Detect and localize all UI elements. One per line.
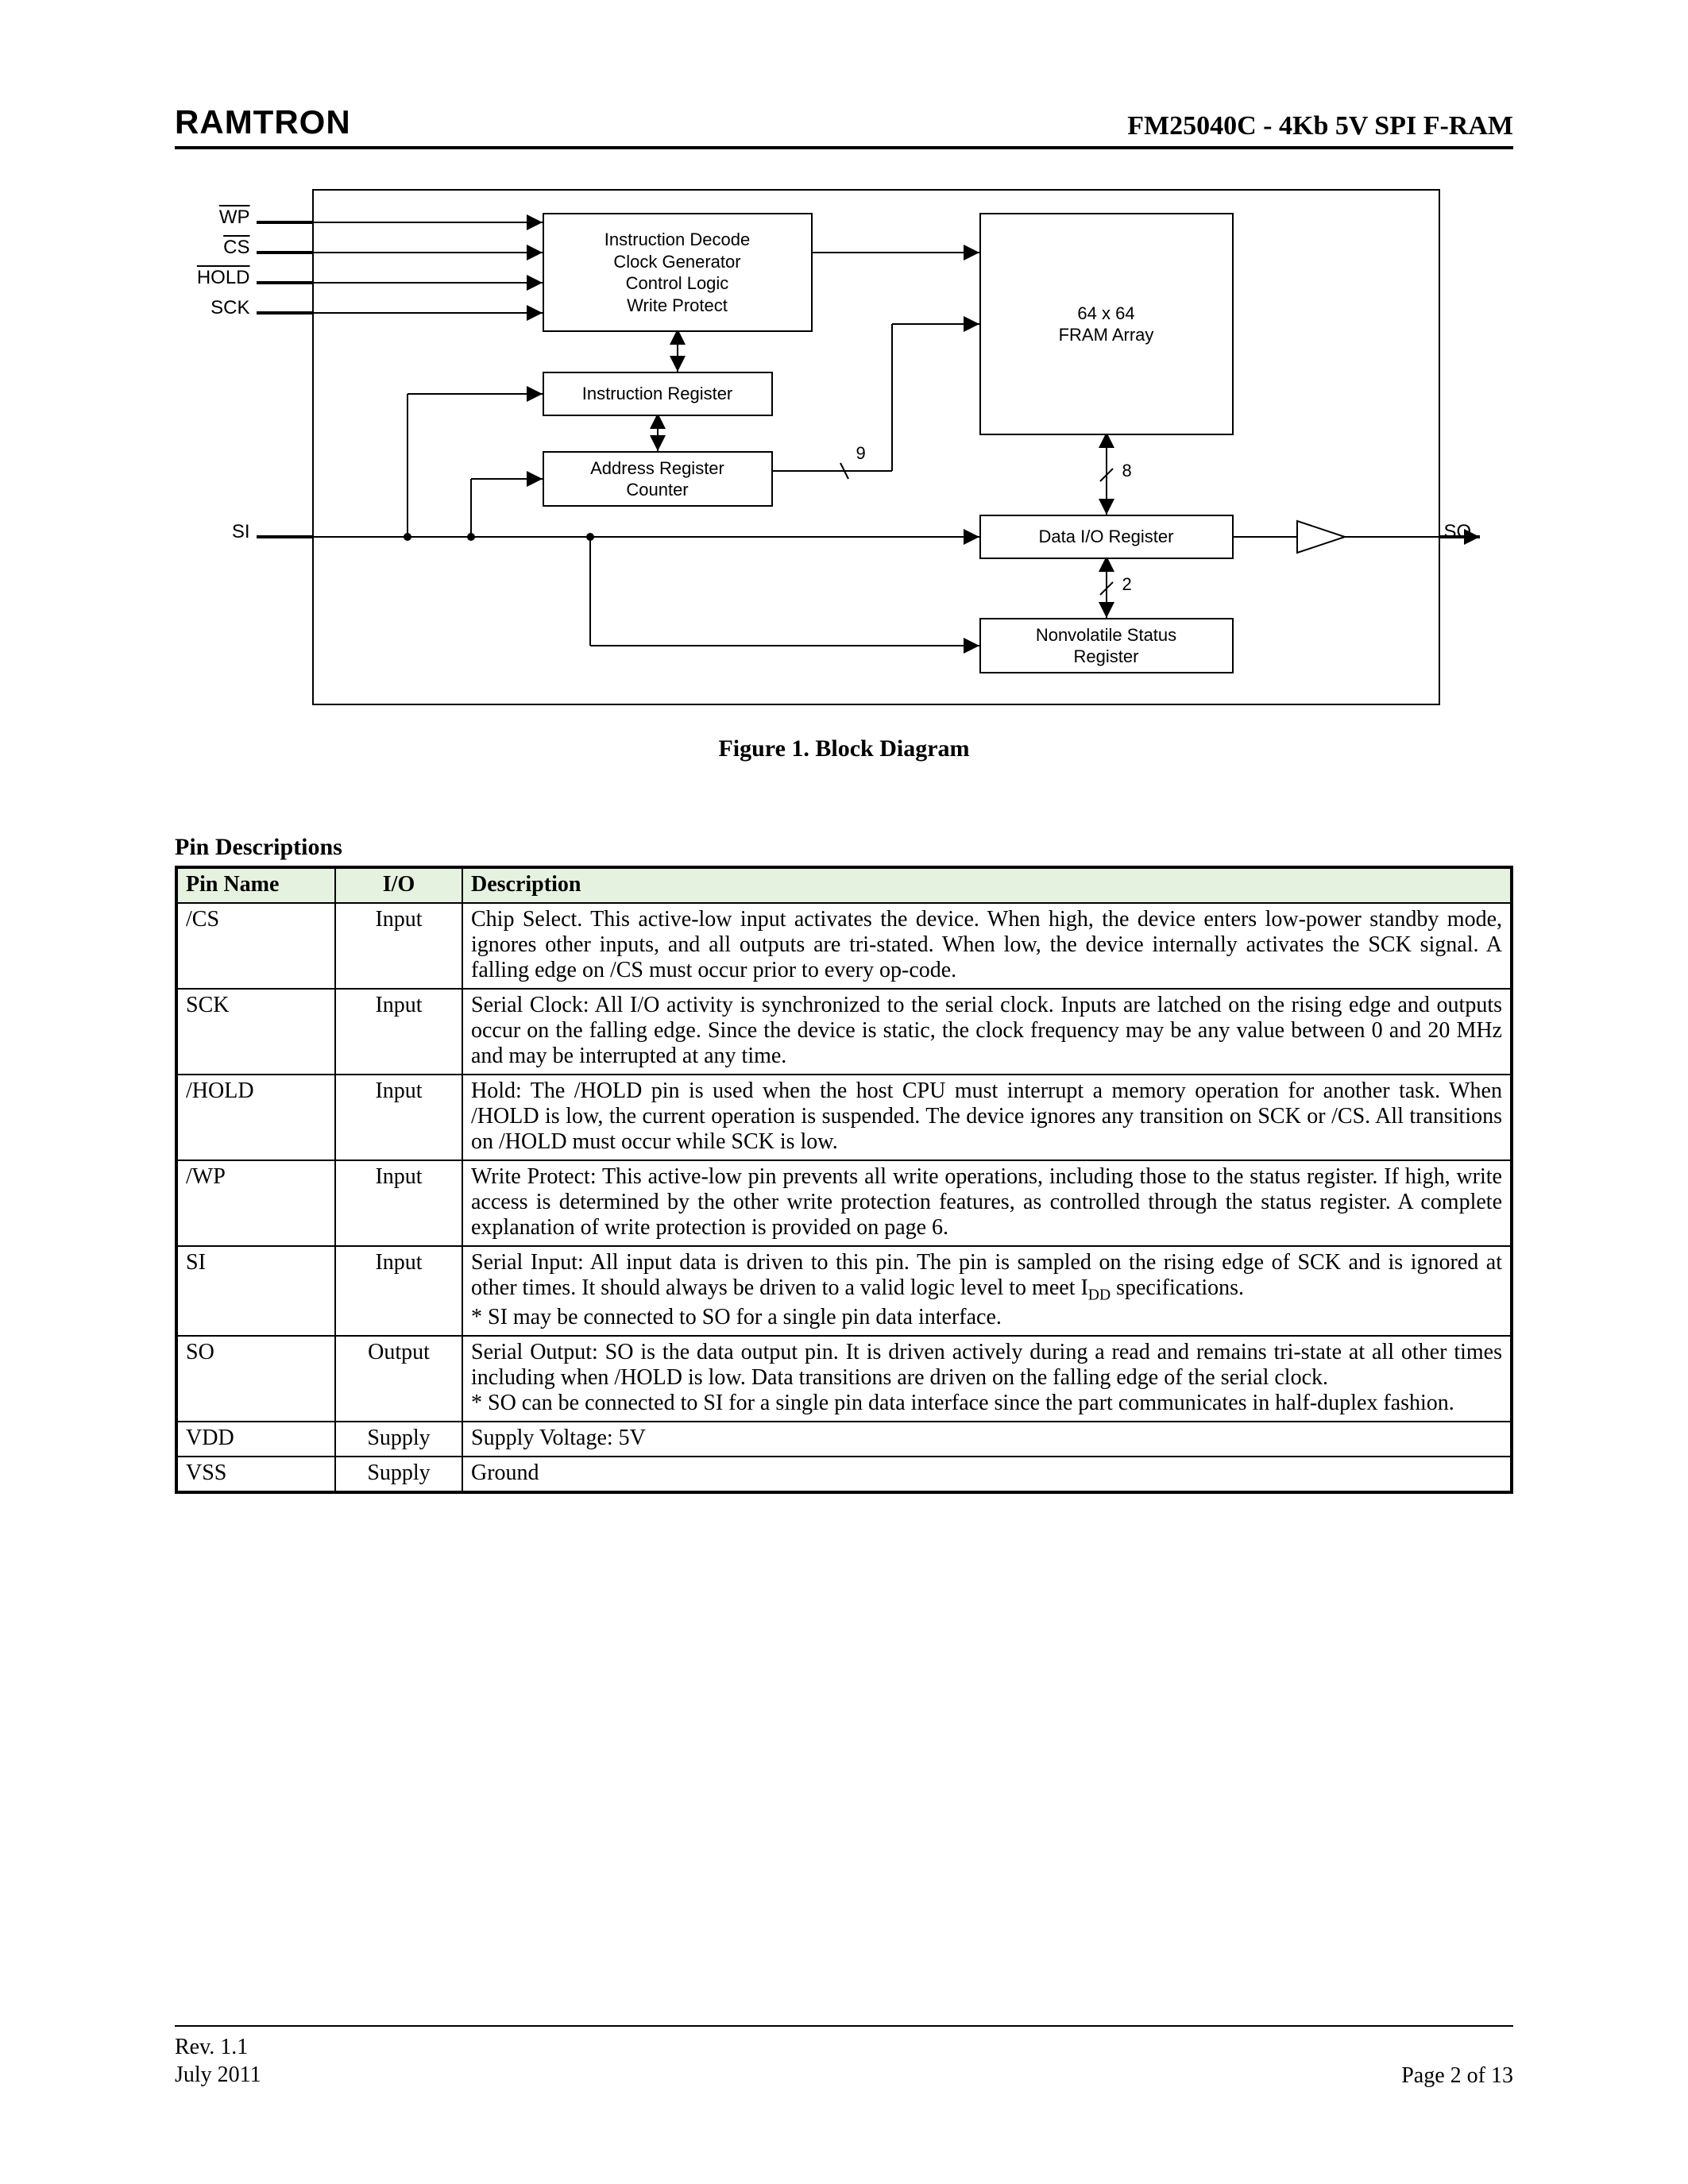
table-row: SCKInputSerial Clock: All I/O activity i… [176,989,1512,1075]
cell-description: Serial Clock: All I/O activity is synchr… [462,989,1512,1075]
cell-description: Supply Voltage: 5V [462,1422,1512,1457]
table-row: SOOutputSerial Output: SO is the data ou… [176,1336,1512,1422]
cell-description: Serial Input: All input data is driven t… [462,1246,1512,1336]
page-footer: Rev. 1.1 July 2011 Page 2 of 13 [175,2025,1513,2089]
cell-pin-name: SI [176,1246,335,1336]
table-row: /HOLDInputHold: The /HOLD pin is used wh… [176,1075,1512,1160]
cell-description: Ground [462,1457,1512,1492]
col-io: I/O [335,867,462,903]
col-pin-name: Pin Name [176,867,335,903]
pin-cs: CS [223,237,249,259]
brand-logo: RAMTRON [175,103,351,141]
pin-hold: HOLD [197,267,250,289]
cell-pin-name: VDD [176,1422,335,1457]
page-header: RAMTRON FM25040C - 4Kb 5V SPI F-RAM [175,103,1513,149]
cell-io: Input [335,1246,462,1336]
cell-io: Input [335,1075,462,1160]
pin-descriptions-table: Pin Name I/O Description /CSInputChip Se… [175,866,1513,1494]
bus-label-addr: 9 [856,443,866,464]
block-fram: 64 x 64FRAM Array [979,213,1234,435]
block-decode: Instruction DecodeClock GeneratorControl… [543,213,813,332]
block-dio: Data I/O Register [979,515,1234,559]
col-desc: Description [462,867,1512,903]
block-instr_reg: Instruction Register [543,372,773,416]
cell-io: Supply [335,1457,462,1492]
pin-sck: SCK [211,297,249,319]
cell-io: Supply [335,1422,462,1457]
cell-pin-name: SCK [176,989,335,1075]
table-row: /CSInputChip Select. This active-low inp… [176,903,1512,989]
bus-label-data: 8 [1122,461,1132,481]
cell-io: Input [335,1160,462,1246]
table-row: VSSSupplyGround [176,1457,1512,1492]
table-header-row: Pin Name I/O Description [176,867,1512,903]
cell-description: Serial Output: SO is the data output pin… [462,1336,1512,1422]
bus-label-stat: 2 [1122,574,1132,595]
part-title: FM25040C - 4Kb 5V SPI F-RAM [1127,111,1513,141]
pin-si: SI [232,521,250,543]
figure-caption: Figure 1. Block Diagram [209,735,1480,762]
cell-pin-name: /HOLD [176,1075,335,1160]
cell-pin-name: SO [176,1336,335,1422]
table-row: /WPInputWrite Protect: This active-low p… [176,1160,1512,1246]
cell-description: Write Protect: This active-low pin preve… [462,1160,1512,1246]
footer-rev: Rev. 1.1 [175,2033,261,2061]
footer-page: Page 2 of 13 [1401,2063,1513,2089]
cell-io: Output [335,1336,462,1422]
cell-pin-name: /WP [176,1160,335,1246]
brand-text: RAMTRON [175,103,351,141]
pin-wp: WP [219,206,250,229]
cell-pin-name: VSS [176,1457,335,1492]
block-diagram: WP CS HOLD SCK SI SO 9 8 2 Instruction D… [209,189,1480,721]
table-row: SIInputSerial Input: All input data is d… [176,1246,1512,1336]
diagram-wires [209,189,1480,721]
cell-io: Input [335,989,462,1075]
pin-so: SO [1444,521,1472,543]
cell-pin-name: /CS [176,903,335,989]
block-nvstat: Nonvolatile StatusRegister [979,618,1234,673]
footer-date: July 2011 [175,2061,261,2089]
cell-description: Chip Select. This active-low input activ… [462,903,1512,989]
pin-descriptions-title: Pin Descriptions [175,834,1513,861]
cell-description: Hold: The /HOLD pin is used when the hos… [462,1075,1512,1160]
cell-io: Input [335,903,462,989]
table-row: VDDSupplySupply Voltage: 5V [176,1422,1512,1457]
block-addr_reg: Address RegisterCounter [543,451,773,507]
